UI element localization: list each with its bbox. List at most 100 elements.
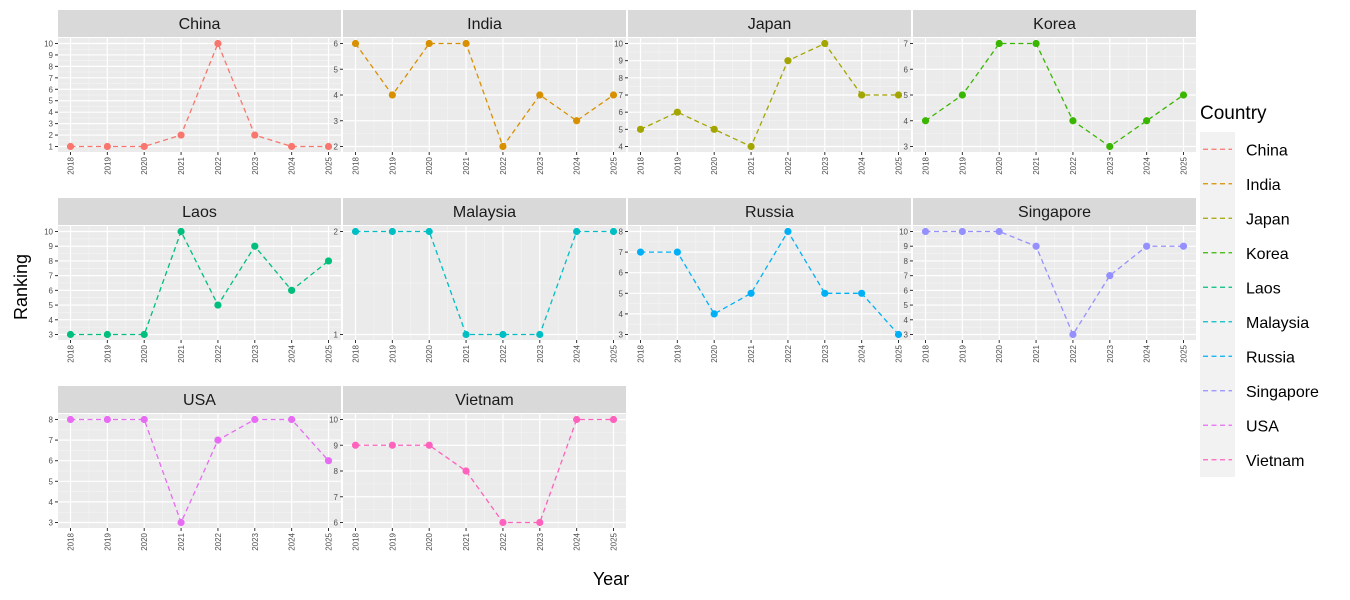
- data-point-singapore-2024: [1143, 242, 1151, 250]
- data-point-laos-2022: [214, 301, 222, 309]
- data-point-laos-2023: [251, 242, 259, 250]
- facet-malaysia: Malaysia 1 2 2018 2019 2020 2021 2022 2023 2024 20…: [334, 198, 626, 363]
- data-point-russia-2018: [636, 248, 645, 256]
- legend-label-laos: Laos: [1246, 280, 1281, 297]
- y-tick-label: 4: [904, 316, 909, 325]
- y-tick-label: 1: [49, 143, 54, 152]
- data-point-china-2025: [324, 142, 333, 151]
- x-tick-label: 2019: [103, 156, 112, 174]
- y-tick-label: 5: [619, 125, 624, 134]
- y-tick-label: 10: [329, 416, 338, 425]
- data-point-china-2022: [214, 39, 222, 48]
- x-tick-label: 2020: [995, 344, 1004, 362]
- facet-strip-label: Malaysia: [453, 204, 516, 221]
- x-tick-label: 2025: [895, 156, 904, 174]
- y-tick-label: 3: [904, 331, 909, 340]
- y-tick-label: 6: [334, 519, 339, 528]
- data-point-singapore-2025: [1179, 242, 1188, 250]
- data-point-korea-2022: [1069, 117, 1077, 125]
- x-tick-label: 2025: [325, 532, 334, 550]
- y-tick-label: 5: [334, 65, 339, 74]
- x-tick-label: 2018: [67, 344, 76, 362]
- series-line-usa: [70, 418, 329, 525]
- x-tick-label: 2024: [573, 344, 582, 362]
- legend-label-india: India: [1246, 177, 1281, 194]
- facet-strip-label: Vietnam: [455, 392, 513, 409]
- y-tick-label: 6: [619, 269, 624, 278]
- x-tick-label: 2024: [858, 344, 867, 362]
- legend: Country China India Japan Korea Laos Malaysia…: [1200, 103, 1319, 477]
- data-point-laos-2024: [288, 286, 296, 294]
- data-point-china-2024: [288, 142, 296, 151]
- y-tick-label: 9: [619, 57, 624, 66]
- y-tick-label: 3: [49, 120, 54, 129]
- facet-strip-label: Laos: [182, 204, 217, 221]
- y-tick-label: 1: [334, 331, 339, 340]
- y-tick-label: 2: [49, 131, 54, 140]
- data-point-japan-2022: [784, 57, 792, 65]
- x-tick-label: 2020: [425, 156, 434, 174]
- x-tick-label: 2022: [784, 156, 793, 174]
- x-tick-label: 2019: [388, 156, 397, 174]
- data-point-india-2021: [462, 39, 470, 48]
- y-tick-label: 6: [904, 286, 909, 295]
- facet-singapore: Singapore 3 4 5 6 7 8 9 10 2018 2019 2020 2021 2022 20…: [899, 198, 1196, 363]
- x-tick-label: 2020: [710, 156, 719, 174]
- x-tick-label: 2021: [177, 532, 186, 550]
- y-tick-label: 3: [49, 331, 54, 340]
- data-point-india-2024: [573, 117, 581, 125]
- data-point-malaysia-2025: [609, 227, 618, 236]
- data-point-korea-2025: [1179, 91, 1188, 99]
- data-point-laos-2020: [140, 330, 148, 339]
- data-point-japan-2023: [821, 39, 829, 48]
- x-tick-label: 2025: [325, 156, 334, 174]
- series-line-vietnam: [355, 418, 614, 524]
- x-tick-label: 2024: [1143, 156, 1152, 174]
- data-point-malaysia-2022: [499, 330, 507, 339]
- data-point-usa-2022: [214, 436, 222, 444]
- y-tick-label: 5: [49, 97, 54, 106]
- data-point-china-2021: [177, 131, 185, 139]
- data-point-vietnam-2018: [351, 441, 360, 449]
- legend-label-china: China: [1246, 142, 1288, 159]
- data-point-vietnam-2019: [388, 441, 396, 449]
- y-tick-label: 9: [904, 242, 909, 251]
- legend-label-malaysia: Malaysia: [1246, 315, 1309, 332]
- data-point-india-2018: [351, 39, 360, 48]
- facet-strip-label: Korea: [1033, 16, 1076, 33]
- data-point-singapore-2023: [1106, 272, 1114, 280]
- data-point-india-2020: [425, 39, 433, 48]
- legend-key-background: [1200, 132, 1235, 477]
- data-point-india-2023: [536, 91, 544, 99]
- x-tick-label: 2021: [177, 344, 186, 362]
- data-point-usa-2021: [177, 518, 185, 527]
- data-point-russia-2021: [747, 289, 755, 297]
- x-tick-label: 2020: [140, 532, 149, 550]
- y-tick-label: 6: [619, 108, 624, 117]
- x-tick-label: 2018: [67, 532, 76, 550]
- y-tick-label: 5: [49, 477, 54, 486]
- facet-strip: [58, 386, 341, 413]
- x-tick-label: 2018: [637, 156, 646, 174]
- data-point-japan-2018: [636, 125, 645, 133]
- data-point-usa-2025: [324, 457, 333, 465]
- facet-strip: [58, 10, 341, 37]
- facet-korea: Korea 3 4 5 6 7 2018 2019 2020 2021 2022 2023 2024 20…: [904, 10, 1196, 175]
- y-tick-label: 4: [904, 117, 909, 126]
- x-tick-label: 2019: [103, 344, 112, 362]
- x-tick-label: 2020: [425, 532, 434, 550]
- data-point-china-2019: [103, 142, 111, 151]
- y-tick-label: 10: [899, 228, 908, 237]
- y-tick-label: 9: [49, 51, 54, 60]
- x-tick-label: 2019: [958, 344, 967, 362]
- series-line-malaysia: [355, 230, 614, 336]
- data-point-singapore-2022: [1069, 330, 1077, 339]
- legend-label-japan: Japan: [1246, 211, 1290, 228]
- y-tick-label: 4: [619, 143, 624, 152]
- x-tick-label: 2022: [499, 532, 508, 550]
- data-point-malaysia-2024: [573, 227, 581, 236]
- data-point-vietnam-2023: [536, 518, 544, 527]
- x-tick-label: 2019: [388, 344, 397, 362]
- x-tick-label: 2023: [251, 344, 260, 362]
- facet-india: India 2 3 4 5 6 2018 2019 2020 2021 2022 2023 2024 20…: [334, 10, 626, 175]
